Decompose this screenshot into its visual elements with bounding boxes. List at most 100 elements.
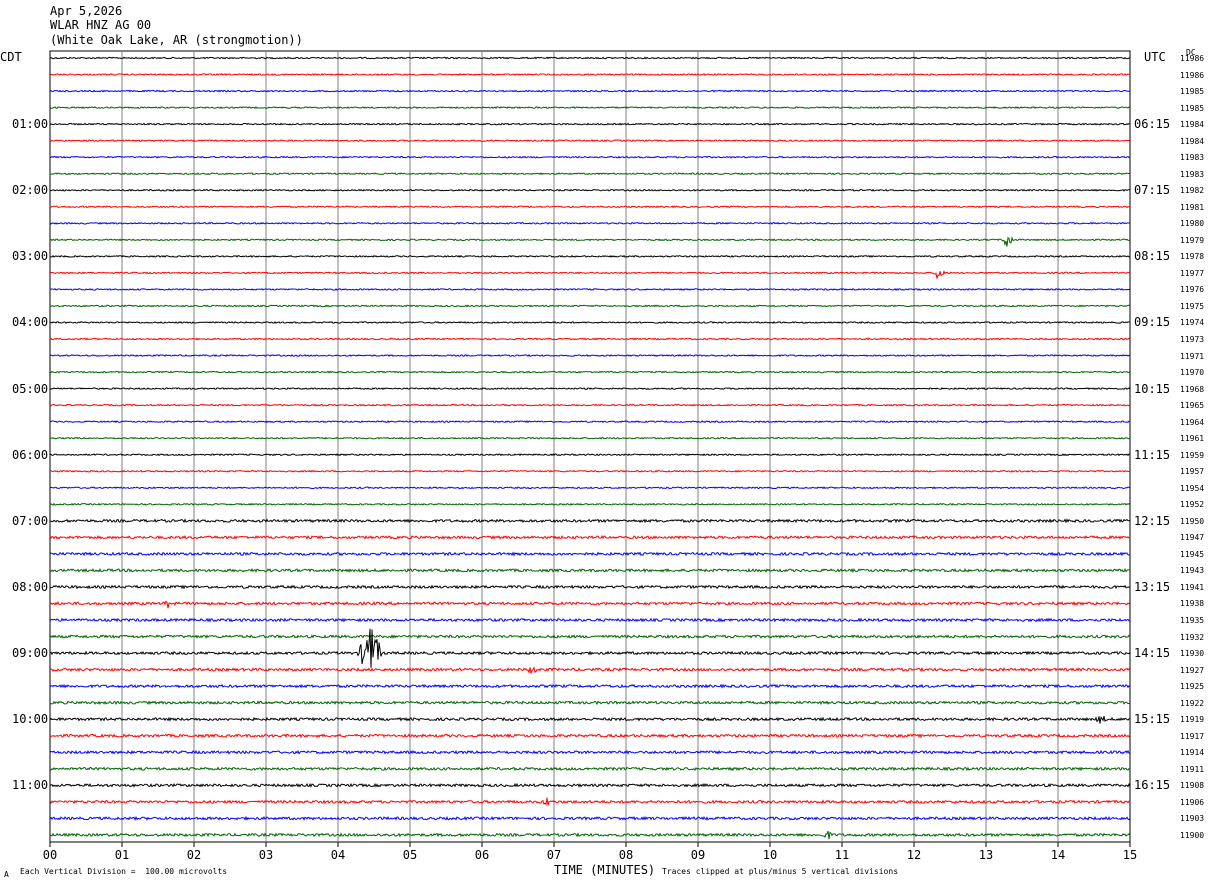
trace-row-45: [49, 797, 1131, 806]
location-label: (White Oak Lake, AR (strongmotion)): [50, 33, 303, 47]
dc-value: 11914: [1180, 748, 1205, 758]
trace-row-22: [49, 420, 1131, 424]
left-hour-label: 01:00: [12, 117, 49, 132]
dc-value: 11978: [1180, 252, 1205, 262]
x-tick-label: 06: [475, 848, 489, 862]
trace-row-42: [49, 749, 1131, 755]
left-hour-label: 07:00: [12, 513, 49, 528]
dc-value: 11985: [1180, 103, 1205, 113]
dc-value: 11968: [1180, 384, 1205, 394]
trace-row-18: [49, 354, 1131, 358]
trace-row-30: [49, 551, 1131, 557]
trace-row-35: [49, 634, 1131, 640]
x-tick-label: 00: [43, 848, 57, 862]
x-tick-label: 04: [331, 848, 345, 862]
trace-row-5: [49, 139, 1131, 143]
x-axis-title: TIME (MINUTES): [554, 863, 656, 877]
trace-row-47: [49, 830, 1131, 840]
dc-value: 11938: [1180, 599, 1205, 609]
trace-row-11: [49, 235, 1131, 247]
x-tick-label: 07: [547, 848, 561, 862]
trace-row-29: [49, 534, 1131, 540]
trace-row-37: [49, 666, 1131, 675]
left-hour-label: 08:00: [12, 579, 49, 594]
dc-value: 11919: [1180, 715, 1205, 725]
trace-row-8: [49, 188, 1131, 192]
dc-value: 11932: [1180, 632, 1205, 642]
plot-frame: [49, 50, 1131, 843]
right-hour-label: 10:15: [1134, 381, 1171, 396]
dc-value: 11911: [1180, 764, 1205, 774]
right-hour-label: 12:15: [1134, 513, 1171, 528]
trace-row-41: [49, 733, 1131, 739]
trace-row-27: [49, 502, 1131, 506]
trace-row-4: [49, 122, 1131, 126]
dc-header: DC: [1186, 48, 1196, 57]
right-hour-label: 08:15: [1134, 249, 1171, 264]
minute-grid: [49, 50, 1131, 843]
x-tick-label: 13: [979, 848, 993, 862]
trace-row-39: [49, 700, 1131, 706]
dc-value: 11983: [1180, 153, 1205, 163]
dc-value: 11975: [1180, 301, 1205, 311]
trace-row-9: [49, 205, 1131, 209]
trace-row-19: [49, 370, 1131, 374]
right-hour-label: 09:15: [1134, 315, 1171, 330]
dc-value: 11984: [1180, 136, 1205, 146]
right-hour-label: 07:15: [1134, 183, 1171, 198]
dc-value: 11964: [1180, 417, 1205, 427]
trace-row-23: [49, 436, 1131, 440]
trace-row-25: [49, 469, 1131, 473]
x-tick-label: 15: [1123, 848, 1137, 862]
dc-value: 11900: [1180, 830, 1205, 840]
dc-value: 11917: [1180, 731, 1205, 741]
x-tick-label: 01: [115, 848, 129, 862]
date-label: Apr 5,2026: [50, 4, 123, 18]
trace-row-34: [49, 617, 1131, 623]
clip-note: Traces clipped at plus/minus 5 vertical …: [662, 867, 899, 876]
trace-row-24: [49, 453, 1131, 457]
x-tick-label: 11: [835, 848, 849, 862]
dc-value: 11950: [1180, 516, 1205, 526]
dc-value: 11981: [1180, 202, 1205, 212]
trace-row-14: [49, 287, 1131, 291]
trace-row-16: [49, 320, 1131, 324]
trace-row-10: [49, 221, 1131, 225]
dc-value: 11965: [1180, 401, 1205, 411]
dc-value: 11922: [1180, 698, 1205, 708]
dc-value: 11941: [1180, 582, 1205, 592]
dc-value: 11903: [1180, 814, 1205, 824]
dc-value: 11930: [1180, 649, 1205, 659]
right-timezone: UTC: [1144, 50, 1166, 64]
dc-value: 11986: [1180, 70, 1205, 80]
left-hour-label: 09:00: [12, 646, 49, 661]
dc-value: 11961: [1180, 434, 1205, 444]
trace-row-38: [49, 683, 1131, 689]
trace-row-17: [49, 337, 1131, 341]
trace-row-43: [49, 766, 1131, 772]
dc-value: 11983: [1180, 169, 1205, 179]
dc-value: 11947: [1180, 533, 1205, 543]
x-tick-label: 08: [619, 848, 633, 862]
trace-row-2: [49, 89, 1131, 93]
left-hour-label: 11:00: [12, 778, 49, 793]
trace-row-12: [49, 254, 1131, 258]
trace-row-21: [49, 403, 1131, 407]
seismic-traces: [49, 56, 1131, 840]
trace-row-20: [49, 387, 1131, 391]
dc-value: 11973: [1180, 335, 1205, 344]
left-hour-label: 05:00: [12, 381, 49, 396]
dc-value: 11986: [1180, 54, 1205, 63]
dc-value: 11970: [1180, 368, 1205, 378]
trace-row-6: [49, 155, 1131, 159]
right-hour-label: 06:15: [1134, 117, 1171, 132]
right-hour-label: 11:15: [1134, 447, 1171, 462]
left-hour-label: 03:00: [12, 249, 49, 264]
trace-row-1: [49, 73, 1131, 76]
dc-value: 11984: [1180, 120, 1205, 130]
left-timezone: CDT: [0, 50, 22, 64]
dc-value: 11935: [1180, 616, 1205, 626]
trace-row-7: [49, 172, 1131, 176]
dc-value: 11957: [1180, 467, 1205, 477]
